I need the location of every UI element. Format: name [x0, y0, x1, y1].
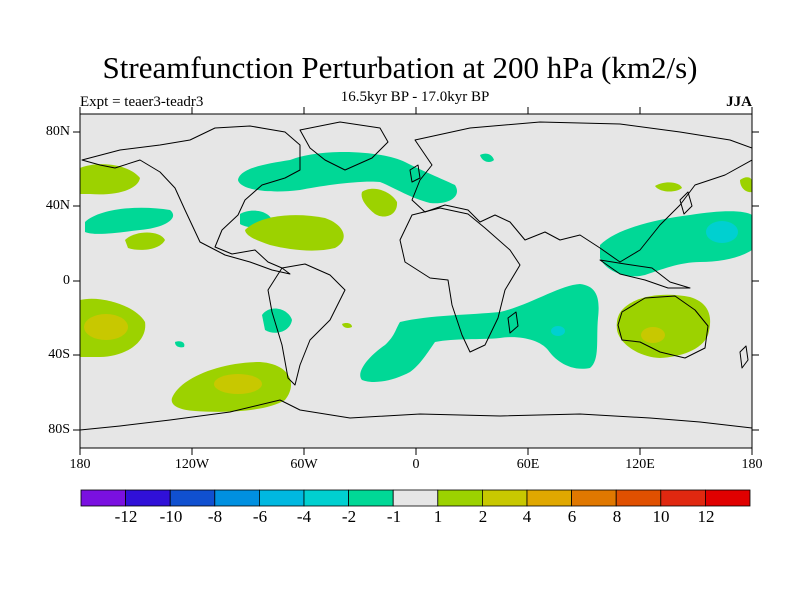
colorbar-label: -1: [386, 507, 402, 526]
latitude-ticks: [73, 131, 759, 431]
lon-label-180-east: 180: [741, 457, 763, 472]
positive-region-arctic-east: [740, 177, 752, 193]
colorbar-label: 8: [612, 507, 622, 526]
plot-title: Streamfunction Perturbation at 200 hPa (…: [102, 50, 698, 85]
maritime-continent-coast: [599, 259, 691, 289]
lon-label-120w: 120W: [174, 457, 210, 472]
colorbar-box: [169, 489, 216, 507]
negative-region-arctic-atlantic: [238, 151, 458, 204]
madagascar-coast: [507, 311, 519, 334]
negative-core-west-pacific: [706, 221, 738, 243]
lon-label-60e: 60E: [516, 457, 540, 472]
colorbar-label: -10: [159, 507, 183, 526]
colorbar-box: [258, 489, 305, 507]
colorbar-box: [481, 489, 528, 507]
colorbar-box: [125, 489, 171, 507]
negative-region-south-america: [262, 308, 292, 333]
colorbar-box: [80, 489, 126, 507]
positive-region-north-pacific: [80, 164, 140, 195]
colorbar-box: [303, 489, 349, 507]
lon-label-0: 0: [412, 457, 420, 472]
colorbar-box: [660, 489, 706, 507]
positive-region-north-atlantic: [361, 188, 398, 217]
positive-region-north-asia: [655, 182, 682, 192]
japan-coast: [679, 191, 693, 215]
colorbar-label: -2: [341, 507, 357, 526]
positive-core-southeast-pacific: [214, 374, 262, 394]
colorbar-label: 2: [478, 507, 488, 526]
south-america-coast: [267, 263, 346, 386]
contour-fill-layer: [80, 151, 752, 412]
experiment-label: Expt = teaer3-teadr3: [80, 94, 204, 110]
eurasia-coast: [411, 121, 752, 263]
lat-label-80s: 80S: [48, 422, 70, 437]
colorbar-label: 1: [433, 507, 443, 526]
negative-region-north-atlantic-small: [480, 153, 494, 163]
british-isles-coast: [409, 164, 421, 183]
lon-label-60w: 60W: [290, 457, 318, 472]
colorbar-label: 4: [522, 507, 532, 526]
colorbar-label: -12: [114, 507, 138, 526]
negative-core-indian-ocean: [551, 326, 565, 336]
positive-region-south-atlantic-small: [342, 323, 352, 328]
colorbar-box: [526, 489, 572, 507]
colorbar-box: [437, 489, 483, 507]
lat-label-40n: 40N: [45, 198, 70, 213]
colorbar-label: -4: [296, 507, 312, 526]
colorbar-label: 12: [697, 507, 715, 526]
plot-subtitle: 16.5kyr BP - 17.0kyr BP: [340, 89, 490, 105]
lat-label-40s: 40S: [48, 347, 70, 362]
antarctica-coast: [80, 399, 752, 431]
australia-coast: [617, 295, 709, 359]
positive-core-south-pacific: [84, 314, 128, 340]
negative-region-south-pacific-small: [175, 341, 185, 348]
lon-label-180-west: 180: [69, 457, 91, 472]
north-america-coast: [81, 125, 301, 275]
colorbar-box: [705, 489, 751, 507]
positive-core-australia: [641, 327, 665, 343]
lat-label-80n: 80N: [45, 124, 70, 139]
lat-label-0: 0: [63, 273, 70, 288]
longitude-ticks: [79, 107, 753, 455]
colorbar: [80, 489, 751, 507]
new-zealand-coast: [739, 345, 749, 369]
colorbar-label: -8: [207, 507, 223, 526]
colorbar-label: 6: [567, 507, 577, 526]
coastlines: [80, 121, 752, 431]
season-label: JJA: [726, 94, 752, 110]
colorbar-label: -6: [252, 507, 268, 526]
colorbar-box: [571, 489, 617, 507]
colorbar-box: [392, 489, 439, 507]
negative-region-east-pacific: [85, 207, 174, 234]
greenland-coast: [299, 121, 389, 171]
colorbar-label: 10: [652, 507, 670, 526]
positive-region-caribbean: [245, 215, 344, 251]
colorbar-box: [214, 489, 260, 507]
africa-coast: [399, 207, 521, 353]
colorbar-box: [348, 489, 394, 507]
colorbar-box: [615, 489, 662, 507]
lon-label-120e: 120E: [625, 457, 655, 472]
positive-region-east-pacific-tropic: [125, 232, 165, 250]
negative-region-southern-ocean: [360, 284, 599, 383]
